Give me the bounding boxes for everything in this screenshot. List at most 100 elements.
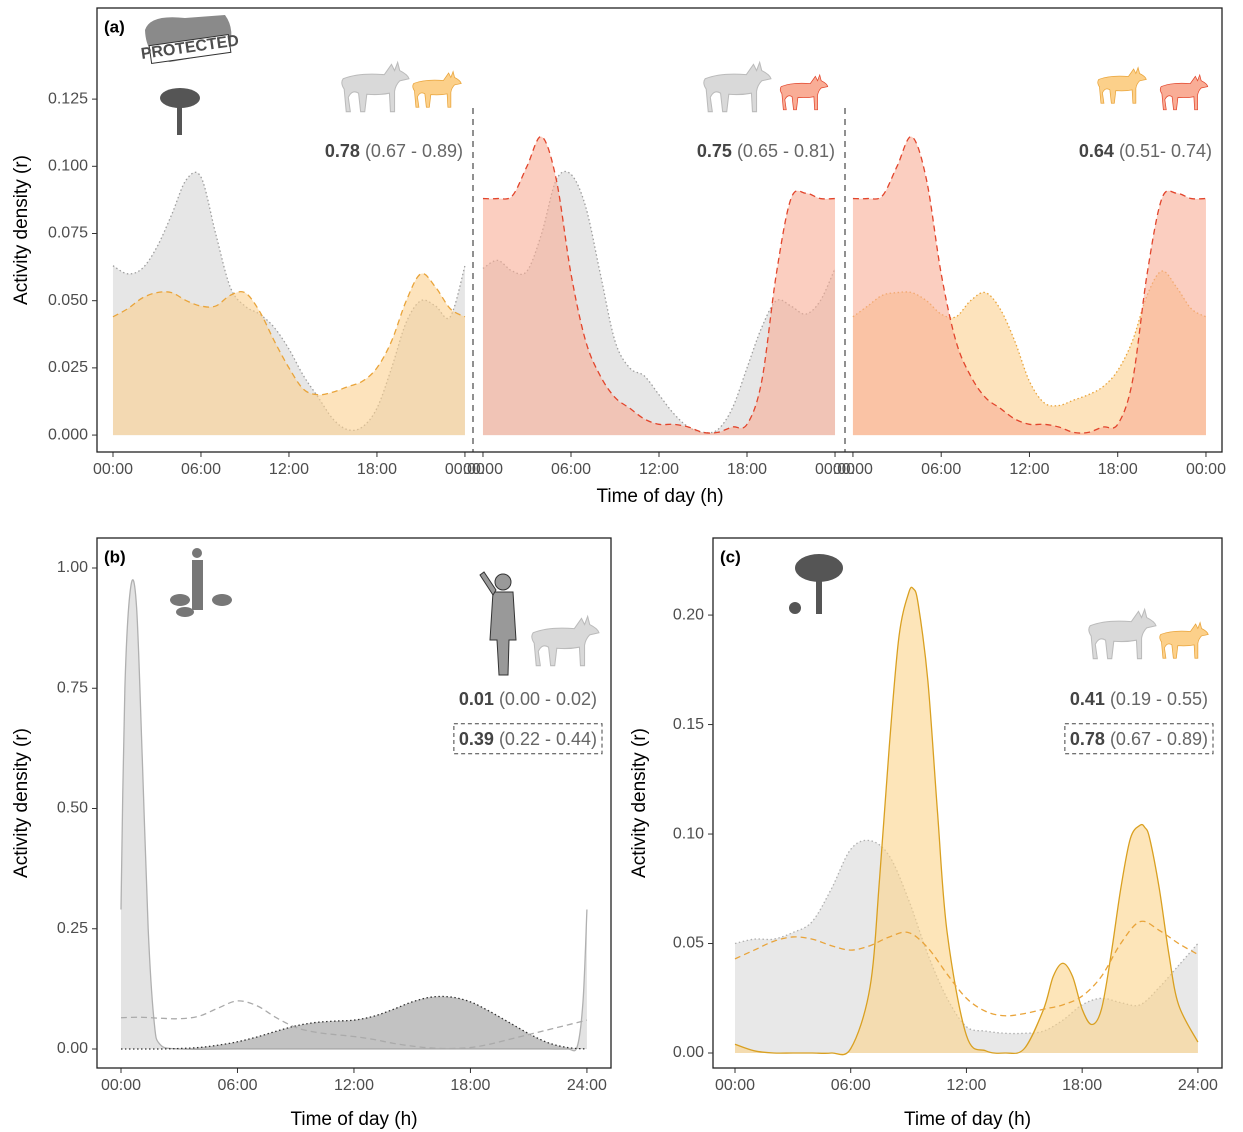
panel-frame <box>96 7 1223 453</box>
plot-area <box>112 171 466 436</box>
estimate: 0.78 <box>1070 729 1105 749</box>
plot-area <box>734 586 1199 1056</box>
x-tick-label: 18:00 <box>450 1077 490 1094</box>
y-tick-label: 0.05 <box>673 935 704 952</box>
estimate: 0.78 <box>325 141 360 161</box>
area <box>852 136 1206 436</box>
panel-frame <box>96 537 612 1069</box>
x-tick-label: 00:00 <box>1186 461 1226 478</box>
plot-area <box>852 136 1207 436</box>
y-tick-label: 0.75 <box>57 679 88 696</box>
x-tick-label: 00:00 <box>715 1077 755 1094</box>
y-tick-label: 0.00 <box>57 1040 88 1057</box>
x-tick-label: 12:00 <box>639 461 679 478</box>
ci: (0.00 - 0.02) <box>499 689 597 709</box>
panel-label: (b) <box>104 547 126 566</box>
ci: (0.67 - 0.89) <box>365 141 463 161</box>
x-tick-label: 00:00 <box>101 1077 141 1094</box>
x-tick-label: 12:00 <box>946 1077 986 1094</box>
y-tick-label: 0.25 <box>57 920 88 937</box>
annotation: 0.78 (0.67 - 0.89) <box>1070 729 1208 749</box>
palm-icon <box>160 88 200 135</box>
area <box>734 587 1198 1055</box>
panel-frame <box>712 537 1223 1069</box>
x-tick-label: 06:00 <box>181 461 221 478</box>
estimate: 0.39 <box>459 729 494 749</box>
estimate: 0.75 <box>697 141 732 161</box>
panel-label: (c) <box>720 547 741 566</box>
fox-icon <box>779 74 829 111</box>
ci: (0.67 - 0.89) <box>1110 729 1208 749</box>
plot-area <box>120 579 588 1052</box>
x-tick-label: 18:00 <box>727 461 767 478</box>
wolf-icon <box>703 61 772 113</box>
line <box>120 1000 588 1050</box>
y-tick-label: 1.00 <box>57 559 88 576</box>
y-tick-label: 0.075 <box>48 225 88 242</box>
palm-icon <box>789 554 843 614</box>
annotation: 0.78 (0.67 - 0.89) <box>325 141 463 161</box>
estimate: 0.64 <box>1079 141 1114 161</box>
estimate: 0.41 <box>1070 689 1105 709</box>
line <box>734 839 1199 1035</box>
y-tick-label: 0.20 <box>673 606 704 623</box>
y-tick-label: 0.050 <box>48 292 88 309</box>
panel-label: (a) <box>104 17 125 36</box>
annotation-box <box>1064 723 1214 755</box>
ci: (0.51- 0.74) <box>1119 141 1212 161</box>
wolf-icon <box>531 615 600 667</box>
x-tick-label: 24:00 <box>1178 1077 1218 1094</box>
ci: (0.65 - 0.81) <box>737 141 835 161</box>
x-tick-label: 12:00 <box>334 1077 374 1094</box>
x-tick-label: 06:00 <box>217 1077 257 1094</box>
annotation-box <box>453 723 603 755</box>
line <box>482 136 836 434</box>
y-tick-label: 0.000 <box>48 426 88 443</box>
human-icon <box>479 571 517 676</box>
jackal-icon <box>1097 67 1147 104</box>
annotation: 0.41 (0.19 - 0.55) <box>1070 689 1208 709</box>
y-tick-label: 0.15 <box>673 716 704 733</box>
icons <box>145 15 1209 676</box>
area <box>482 136 836 436</box>
x-tick-label: 00:00 <box>815 461 855 478</box>
y-tick-label: 0.10 <box>673 825 704 842</box>
line <box>112 272 466 396</box>
x-tick-label: 00:00 <box>445 461 485 478</box>
area <box>734 840 1198 1054</box>
ci: (0.22 - 0.44) <box>499 729 597 749</box>
area <box>120 579 587 1051</box>
line <box>120 995 587 1050</box>
line <box>852 136 1206 434</box>
y-tick-label: 0.125 <box>48 90 88 107</box>
x-tick-label: 18:00 <box>357 461 397 478</box>
ci: (0.19 - 0.55) <box>1110 689 1208 709</box>
wolf-icon <box>341 61 410 113</box>
x-tick-label: 18:00 <box>1062 1077 1102 1094</box>
x-tick-label: 06:00 <box>831 1077 871 1094</box>
y-tick-label: 0.100 <box>48 158 88 175</box>
x-tick-label: 06:00 <box>551 461 591 478</box>
protected-tag <box>148 33 232 65</box>
line <box>734 586 1199 1056</box>
x-tick-label: 12:00 <box>1009 461 1049 478</box>
y-axis-title: Activity density (r) <box>629 728 650 878</box>
y-axis-title: Activity density (r) <box>11 155 32 305</box>
annotation: 0.64 (0.51- 0.74) <box>1079 141 1212 161</box>
jackal-icon <box>412 71 462 108</box>
x-axis-title: Time of day (h) <box>290 1109 417 1130</box>
y-axis-title: Activity density (r) <box>11 728 32 878</box>
annotation: 0.39 (0.22 - 0.44) <box>459 729 597 749</box>
annotation: 0.01 (0.00 - 0.02) <box>459 689 597 709</box>
x-axis-title: Time of day (h) <box>596 486 723 507</box>
x-tick-label: 06:00 <box>921 461 961 478</box>
x-axis-title: Time of day (h) <box>904 1109 1031 1130</box>
x-tick-label: 00:00 <box>93 461 133 478</box>
y-tick-label: 0.025 <box>48 359 88 376</box>
y-tick-label: 0.50 <box>57 800 88 817</box>
annotation: 0.75 (0.65 - 0.81) <box>697 141 835 161</box>
fox-icon <box>1159 74 1209 111</box>
area <box>120 996 587 1050</box>
x-tick-label: 18:00 <box>1098 461 1138 478</box>
